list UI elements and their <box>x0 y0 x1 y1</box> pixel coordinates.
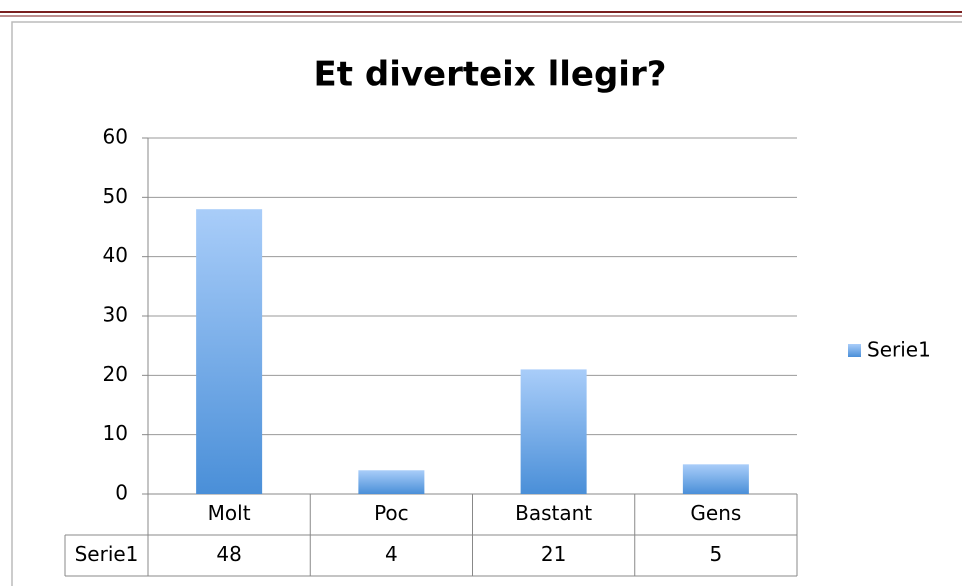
y-tick-label: 20 <box>103 362 128 386</box>
x-tick-label: Gens <box>690 501 741 525</box>
y-tick-label: 60 <box>103 125 128 149</box>
chart-title: Et diverteix llegir? <box>314 55 667 95</box>
y-tick-label: 40 <box>103 243 128 267</box>
y-tick-label: 30 <box>103 303 128 327</box>
bar <box>682 464 749 494</box>
x-tick-label: Poc <box>374 501 409 525</box>
table-value: 4 <box>385 542 398 566</box>
x-tick-label: Molt <box>208 501 251 525</box>
bar <box>358 470 425 494</box>
table-value: 48 <box>216 542 241 566</box>
table-series-label: Serie1 <box>75 542 139 566</box>
legend-label: Serie1 <box>867 338 931 362</box>
y-tick-label: 50 <box>103 184 128 208</box>
y-tick-label: 10 <box>103 421 128 445</box>
bar <box>196 209 263 494</box>
y-tick-label: 0 <box>115 481 128 505</box>
table-value: 5 <box>710 542 723 566</box>
chart-border <box>11 21 962 586</box>
bar <box>520 369 587 494</box>
table-value: 21 <box>541 542 566 566</box>
x-tick-label: Bastant <box>515 501 592 525</box>
legend-swatch <box>848 344 861 357</box>
